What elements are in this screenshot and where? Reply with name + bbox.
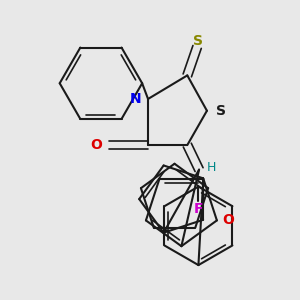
Text: S: S bbox=[193, 34, 203, 48]
Text: O: O bbox=[90, 138, 102, 152]
Text: S: S bbox=[216, 104, 226, 118]
Text: O: O bbox=[223, 213, 235, 227]
Text: N: N bbox=[130, 92, 141, 106]
Text: H: H bbox=[207, 161, 217, 174]
Text: F: F bbox=[194, 202, 203, 216]
